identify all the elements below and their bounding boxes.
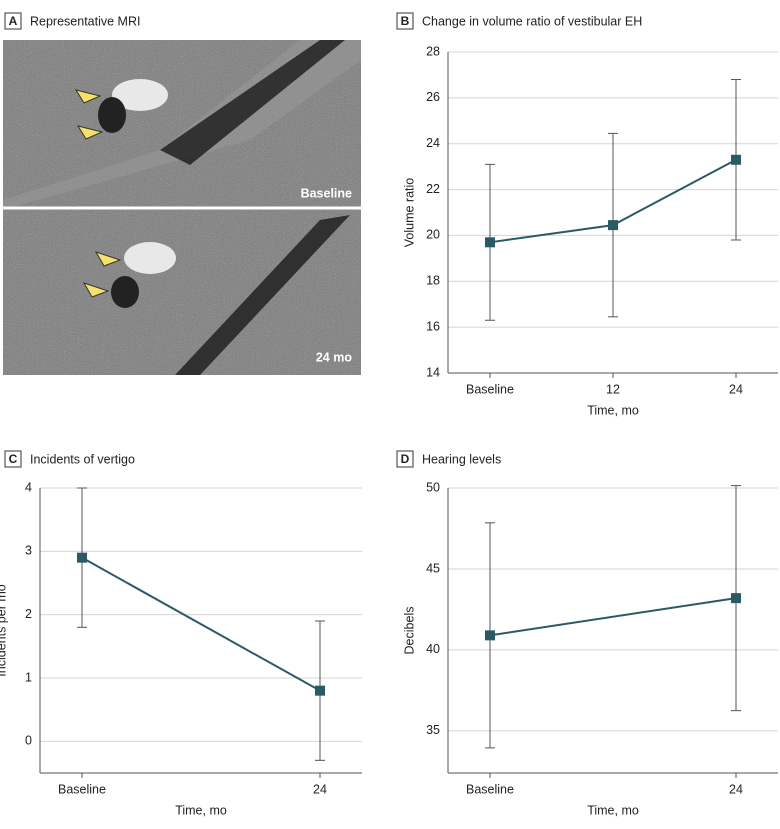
mri-canal	[175, 215, 350, 375]
image-label: 24 mo	[316, 350, 352, 364]
x-axis-label: Time, mo	[587, 803, 639, 817]
data-point	[485, 630, 495, 641]
panel-letter: B	[401, 14, 410, 28]
data-point	[731, 593, 741, 604]
x-tick-label: Baseline	[466, 382, 514, 396]
chart-title: Incidents of vertigo	[30, 452, 135, 466]
arrowhead	[76, 125, 104, 140]
panel-letter-box	[4, 12, 22, 30]
panel-letter: A	[9, 14, 18, 28]
y-axis-label: Decibels	[402, 607, 416, 655]
mri-bright	[112, 79, 168, 111]
data-line	[489, 597, 737, 637]
chart-panel: C Incidents of vertigo 0 1 2 3 4 Baseline 24 Time…	[0, 450, 362, 817]
data-point	[608, 220, 618, 231]
chart-panel: D Hearing levels 35 40 45 50 Baseline 24 Time, m…	[396, 450, 778, 817]
mri-dark	[111, 276, 139, 308]
y-tick-label: 45	[426, 561, 440, 575]
image-label: Baseline	[301, 186, 352, 200]
x-tick-label: 24	[729, 782, 743, 796]
y-tick-label: 50	[426, 480, 440, 494]
y-tick-label: 35	[426, 723, 440, 737]
y-tick-label: 28	[426, 44, 440, 58]
data-point	[731, 154, 741, 165]
arrowhead	[94, 251, 122, 267]
y-axis-label: Incidents per mo	[0, 584, 8, 676]
panel-letter: C	[9, 452, 18, 466]
x-tick-label: Baseline	[466, 782, 514, 796]
data-line	[81, 556, 321, 692]
arrowhead	[74, 89, 102, 104]
y-tick-label: 4	[25, 480, 32, 494]
y-tick-label: 14	[426, 365, 440, 379]
x-tick-label: 24	[313, 782, 327, 796]
y-tick-label: 20	[426, 228, 440, 242]
panel-letter-box	[396, 450, 414, 468]
data-point	[485, 237, 495, 248]
x-axis-label: Time, mo	[175, 803, 227, 817]
y-tick-label: 3	[25, 544, 32, 558]
x-axis-label: Time, mo	[587, 403, 639, 417]
y-tick-label: 26	[426, 90, 440, 104]
x-tick-label: 24	[729, 382, 743, 396]
panel-letter-box	[4, 450, 22, 468]
mri-panel: A Representative MRI Baseline 24 mo	[3, 12, 361, 375]
chart-title: Hearing levels	[422, 452, 501, 466]
y-tick-label: 0	[25, 734, 32, 748]
mri-dark	[98, 97, 126, 133]
y-tick-label: 24	[426, 136, 440, 150]
chart-panel: B Change in volume ratio of vestibular EH…	[396, 12, 778, 417]
x-tick-label: 12	[606, 382, 620, 396]
y-tick-label: 40	[426, 642, 440, 656]
x-tick-label: Baseline	[58, 782, 106, 796]
y-axis-label: Volume ratio	[402, 178, 416, 248]
arrowhead	[82, 282, 110, 298]
y-tick-label: 16	[426, 319, 440, 333]
data-point	[77, 552, 87, 563]
panel-letter-box	[396, 12, 414, 30]
chart-title: Change in volume ratio of vestibular EH	[422, 14, 642, 28]
y-tick-label: 22	[426, 182, 440, 196]
mri-canal	[160, 40, 345, 165]
data-point	[315, 685, 325, 696]
y-tick-label: 2	[25, 607, 32, 621]
mri-bright	[124, 242, 176, 274]
panel-title: Representative MRI	[30, 14, 140, 28]
y-tick-label: 1	[25, 670, 32, 684]
panel-letter: D	[401, 452, 410, 466]
y-tick-label: 18	[426, 274, 440, 288]
